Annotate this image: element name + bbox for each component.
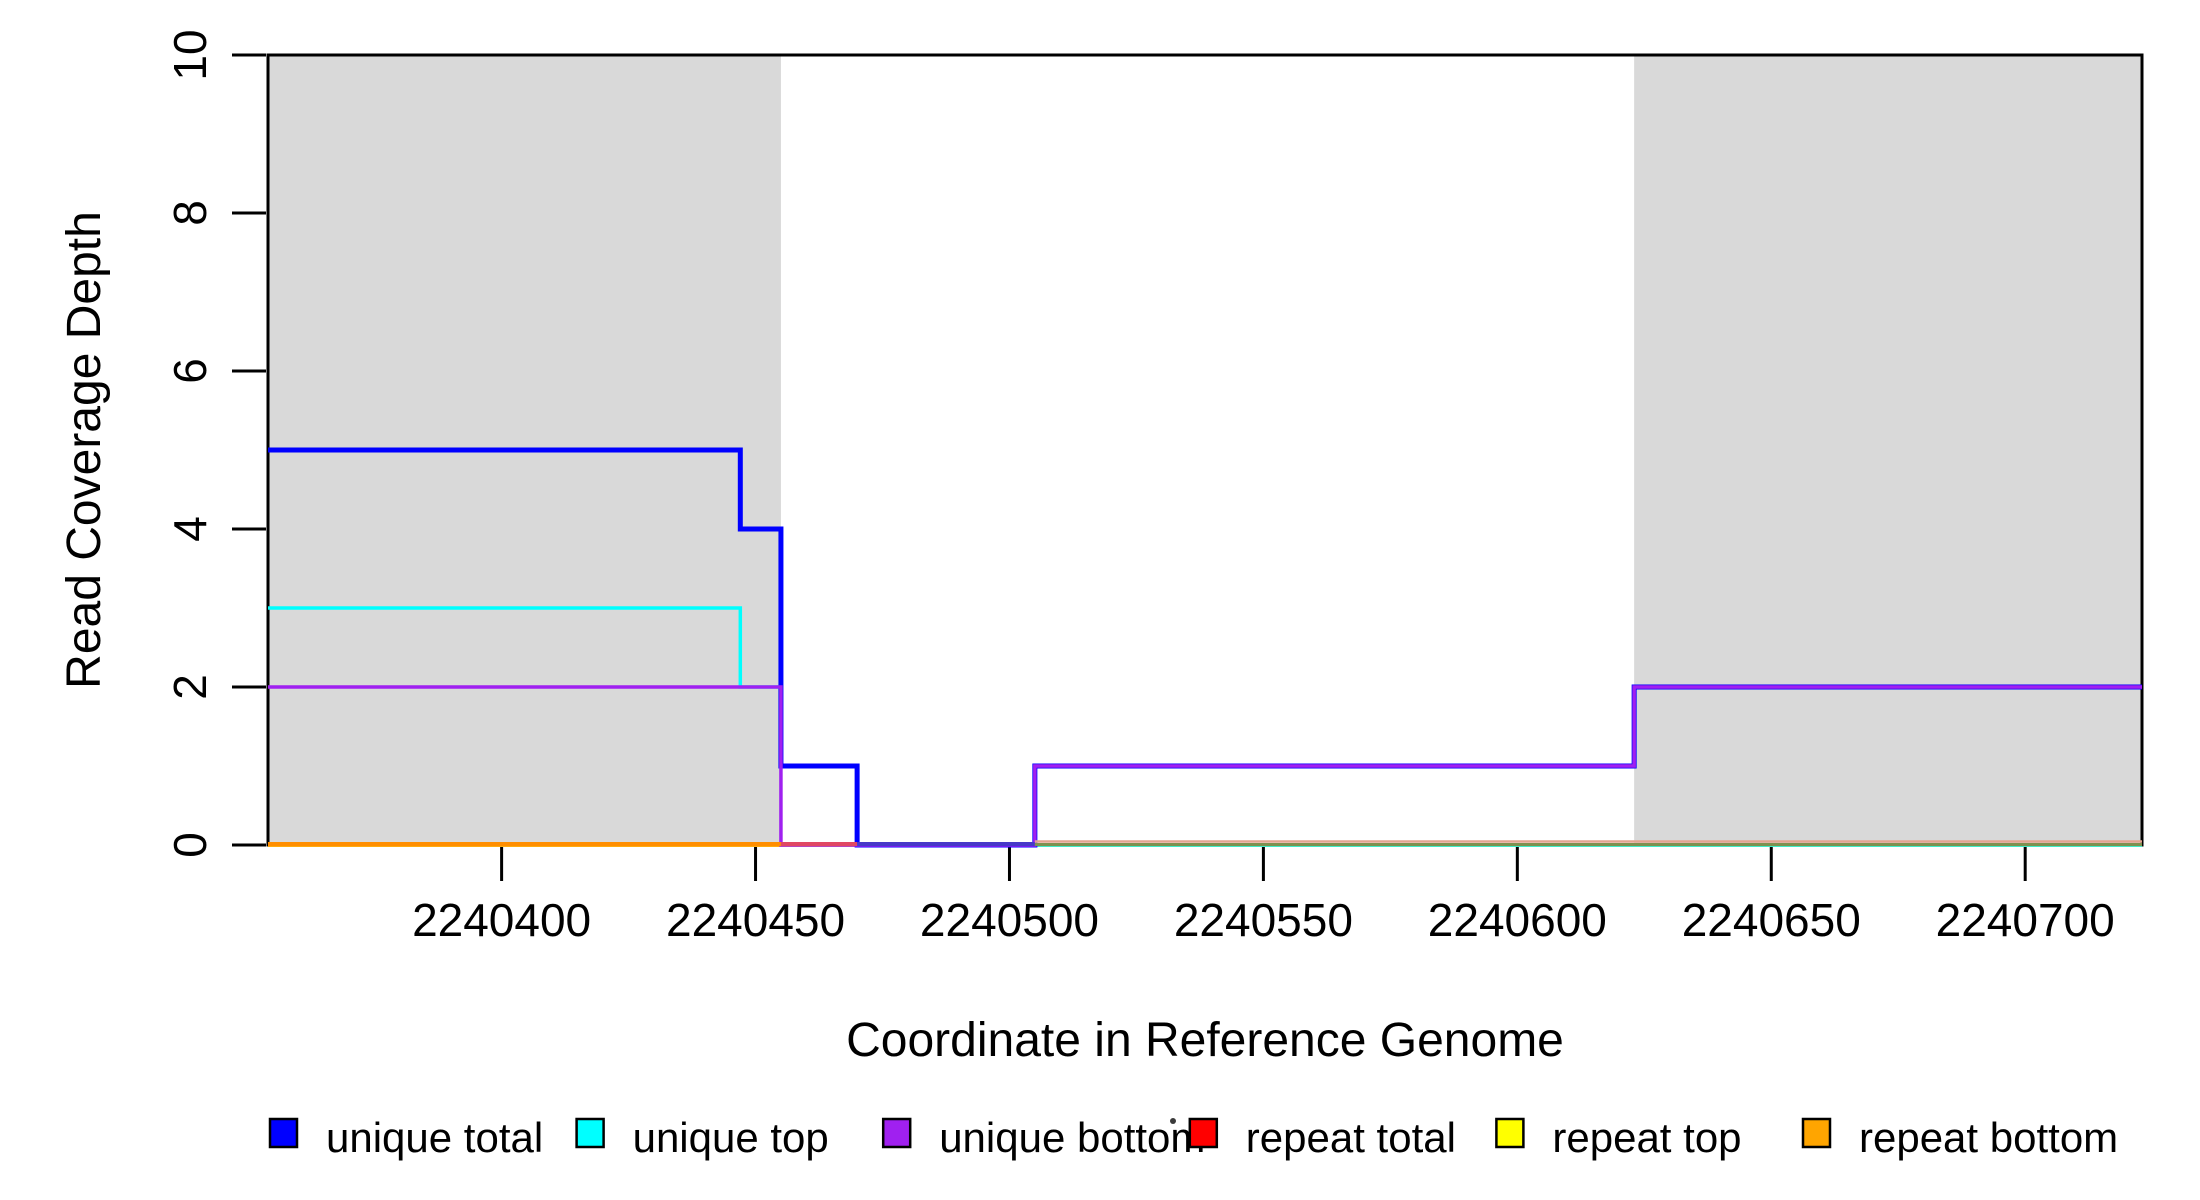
legend-swatch-unique-bottom bbox=[881, 1117, 912, 1149]
y-tick-label: 2 bbox=[164, 674, 216, 700]
legend-swatch-repeat-top bbox=[1495, 1117, 1525, 1149]
x-tick-label: 2240600 bbox=[1428, 894, 1607, 946]
legend-label-repeat-top: repeat top bbox=[1552, 1114, 1741, 1161]
series-line-unique-bottom bbox=[268, 685, 2142, 847]
legend-label-repeat-total: repeat total bbox=[1246, 1114, 1456, 1161]
x-tick-label: 2240550 bbox=[1174, 894, 1353, 946]
y-tick-label: 10 bbox=[164, 29, 216, 80]
legend-label-unique-top: unique top bbox=[633, 1114, 829, 1161]
y-tick-label: 6 bbox=[164, 358, 216, 384]
y-tick-label: 8 bbox=[164, 200, 216, 226]
x-tick-label: 2240700 bbox=[1936, 894, 2115, 946]
x-tick-label: 2240500 bbox=[920, 894, 1099, 946]
y-axis-title: Read Coverage Depth bbox=[58, 211, 111, 689]
legend-label-repeat-bottom: repeat bottom bbox=[1859, 1114, 2118, 1161]
legend-label-unique-total: unique total bbox=[326, 1114, 543, 1161]
legend-swatch-unique-top bbox=[575, 1117, 605, 1149]
repeat-region-right bbox=[1634, 55, 2142, 845]
legend-swatch-repeat-total bbox=[1188, 1117, 1219, 1149]
y-tick-label: 4 bbox=[164, 516, 216, 542]
legend-swatch-repeat-bottom bbox=[1801, 1117, 1832, 1149]
y-tick-label: 0 bbox=[164, 832, 216, 858]
x-axis-title: Coordinate in Reference Genome bbox=[846, 1014, 1564, 1067]
legend-swatch-unique-total bbox=[268, 1117, 299, 1149]
legend-label-unique-bottom: unique bottom bbox=[939, 1114, 1205, 1161]
stray-dot-artifact bbox=[1170, 1118, 1176, 1124]
x-tick-label: 2240450 bbox=[666, 894, 845, 946]
x-tick-label: 2240400 bbox=[412, 894, 591, 946]
x-tick-label: 2240650 bbox=[1682, 894, 1861, 946]
